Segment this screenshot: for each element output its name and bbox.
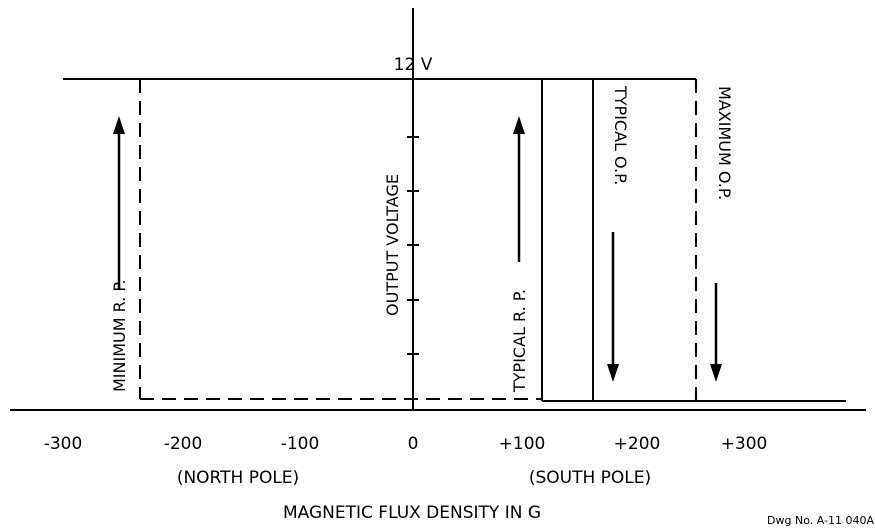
south-pole-label: (SOUTH POLE) [529, 468, 651, 488]
voltage-label: 12 V [394, 55, 433, 75]
minimum-rp-label: MINIMUM R. P. [110, 279, 129, 392]
output-voltage-label: OUTPUT VOLTAGE [383, 174, 402, 316]
drawing-number: Dwg No. A-11 040A [767, 514, 874, 526]
y-axis-ticks [407, 136, 419, 355]
typical-rp-label: TYPICAL R. P. [510, 289, 529, 393]
x-tick-label: +300 [721, 434, 768, 454]
minimum-rp-arrow [113, 116, 125, 290]
x-tick-label: -200 [164, 434, 203, 454]
maximum-op-label: MAXIMUM O.P. [715, 86, 734, 200]
x-tick-label: +200 [614, 434, 661, 454]
x-tick-label: -300 [44, 434, 83, 454]
x-axis-title: MAGNETIC FLUX DENSITY IN G [283, 503, 541, 523]
x-tick-label: +100 [499, 434, 546, 454]
typical-op-label: TYPICAL O.P. [611, 85, 630, 185]
x-tick-labels: -300 -200 -100 0 +100 +200 +300 [44, 434, 768, 454]
typical-op-arrow [607, 232, 619, 382]
north-pole-label: (NORTH POLE) [177, 468, 299, 488]
x-tick-label: -100 [281, 434, 320, 454]
maximum-op-arrow [710, 283, 722, 382]
typical-rp-arrow [513, 116, 525, 262]
x-tick-label: 0 [408, 434, 419, 454]
